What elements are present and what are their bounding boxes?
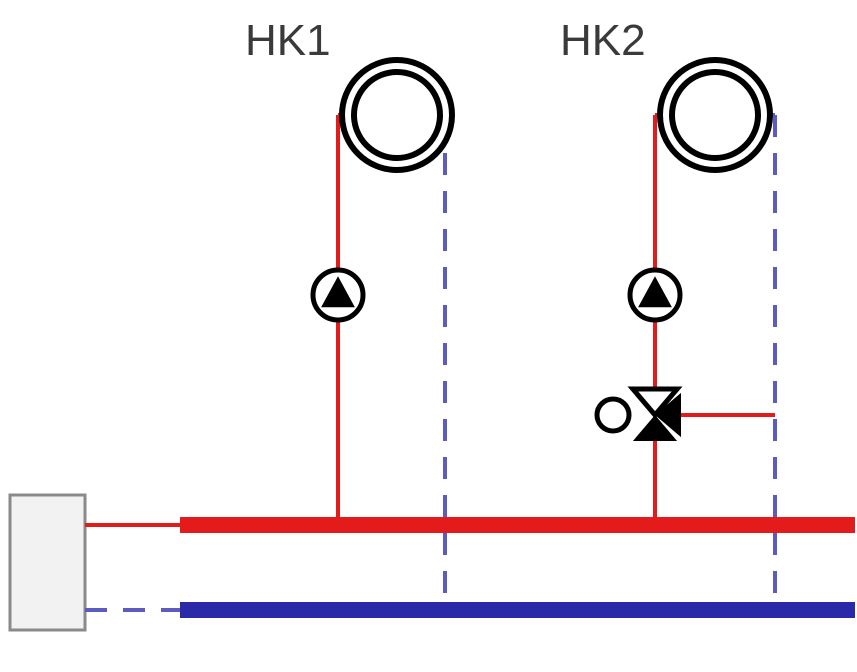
circuit-hk2: HK2 [560,16,775,602]
hk2-consumer-outer [660,60,770,170]
hk1-label: HK1 [245,16,331,65]
heating-schematic: HK1 HK2 [0,0,857,672]
hk1-consumer-outer [342,60,452,170]
hk2-label: HK2 [560,16,646,65]
hk2-mixer-actuator [597,399,629,431]
heat-source-box [10,495,85,630]
circuit-hk1: HK1 [245,16,452,602]
